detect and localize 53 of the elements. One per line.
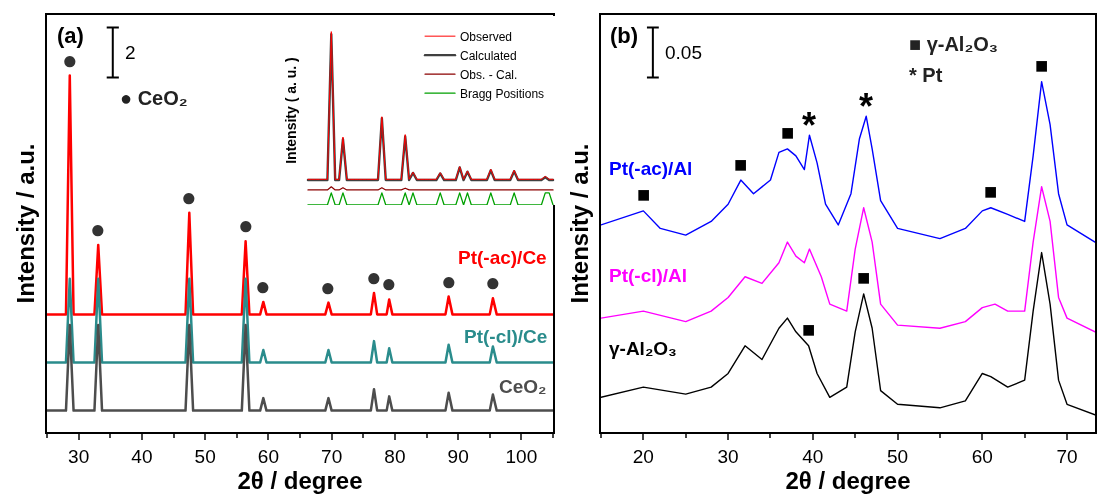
text: ■ γ-Al₂O₃	[909, 33, 999, 55]
series-label: Pt(-cl)/Ce	[464, 326, 548, 347]
x-tick-label: 30	[717, 445, 739, 467]
y-axis-title: Intensity ( a. u. )	[283, 57, 300, 164]
annotation: ●	[485, 267, 501, 297]
series-label: γ-Al₂O₃	[609, 338, 677, 359]
text: (b)	[610, 23, 639, 48]
annotation: ●	[320, 272, 336, 302]
annotation: *	[859, 86, 874, 127]
x-tick-label: 60	[971, 445, 993, 467]
series-label: Pt(-cl)/Al	[609, 265, 688, 286]
series-label: CeO₂	[499, 376, 547, 397]
x-tick-label: 40	[802, 445, 824, 467]
series-label: Pt(-ac)/Ce	[458, 247, 547, 268]
annotation: ●	[181, 182, 197, 212]
text: Pt(-ac)/Al	[609, 158, 693, 179]
annotation: ■	[781, 120, 795, 145]
text: 0.05	[665, 42, 702, 63]
annotation: ●	[238, 210, 254, 240]
x-tick-label: 60	[257, 445, 279, 467]
annotation: ●	[255, 271, 271, 301]
legend-label: Calculated	[460, 48, 517, 63]
annotation: ■	[802, 317, 816, 342]
annotation: ● CeO₂	[120, 87, 188, 109]
annotation: ■	[734, 152, 748, 177]
x-tick-label: 20	[632, 445, 654, 467]
x-tick-label: 100	[505, 445, 538, 467]
y-axis-title: Intensity / a.u.	[11, 143, 39, 304]
text: 2	[125, 42, 136, 63]
legend-label: Observed	[460, 29, 513, 44]
x-tick-label: 50	[194, 445, 216, 467]
x-tick-label: 30	[68, 445, 90, 467]
x-tick-label: 90	[447, 445, 469, 467]
annotation: ●	[90, 214, 106, 244]
x-tick-label: 70	[1056, 445, 1078, 467]
legend-label: Obs. - Cal.	[460, 67, 518, 82]
annotation: ●	[366, 262, 382, 292]
annotation: ■	[984, 179, 998, 204]
annotation: * Pt	[909, 64, 943, 86]
x-tick-label: 70	[321, 445, 343, 467]
legend-label: Bragg Positions	[460, 86, 545, 101]
annotation: ■	[857, 265, 871, 290]
x-tick-label: 80	[384, 445, 406, 467]
x-tick-label: 50	[887, 445, 909, 467]
annotation: *	[802, 105, 817, 146]
x-tick-label: 40	[131, 445, 153, 467]
annotation: ●	[381, 268, 397, 298]
annotation: ■	[1035, 53, 1049, 78]
x-axis-title: 2θ / degree	[785, 466, 911, 494]
y-axis-title: Intensity / a.u.	[565, 143, 593, 304]
annotation: ●	[441, 266, 457, 296]
x-axis-title: 2θ / degree	[237, 466, 363, 494]
annotation: ■	[637, 182, 651, 207]
